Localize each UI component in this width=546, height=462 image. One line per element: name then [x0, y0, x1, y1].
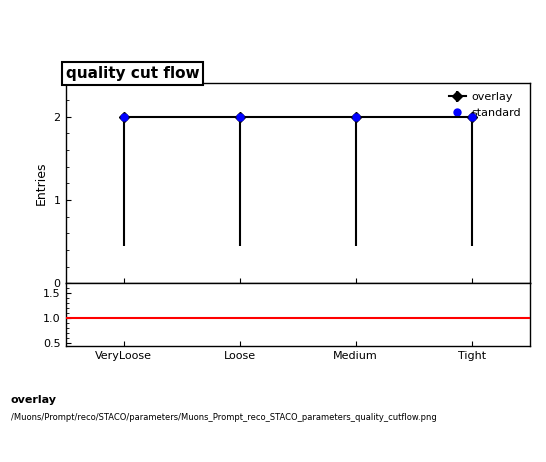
Text: /Muons/Prompt/reco/STACO/parameters/Muons_Prompt_reco_STACO_parameters_quality_c: /Muons/Prompt/reco/STACO/parameters/Muon… [11, 413, 437, 422]
Y-axis label: Entries: Entries [35, 162, 48, 205]
Text: overlay: overlay [11, 395, 57, 405]
Legend: overlay, standard: overlay, standard [446, 89, 524, 121]
Text: quality cut flow: quality cut flow [66, 66, 199, 81]
